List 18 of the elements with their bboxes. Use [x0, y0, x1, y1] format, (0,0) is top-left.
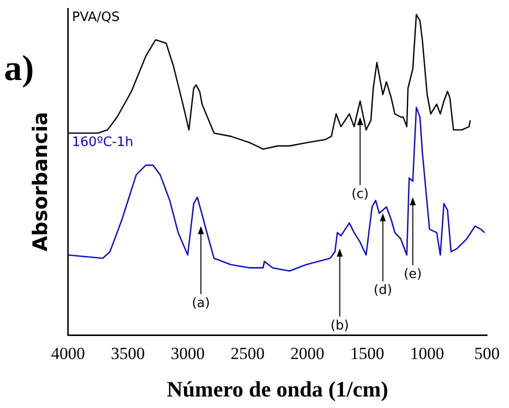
x-axis-title: Número de onda (1/cm) [166, 376, 388, 402]
x-tick-label: 500 [474, 344, 500, 363]
x-tick-label: 3000 [170, 344, 205, 363]
annotation: (b) [330, 318, 349, 334]
annotation: (c) [351, 186, 369, 202]
x-tick-label: 3500 [110, 344, 145, 363]
x-tick-label: 4000 [51, 344, 85, 363]
text: a) [4, 48, 34, 88]
text: PVA/QS [72, 10, 120, 25]
annotation: (e) [404, 267, 422, 282]
annotation: (d) [374, 283, 392, 298]
y-axis-title: Absorbancia [28, 112, 52, 252]
series-label: 160ºC-1h [72, 135, 134, 150]
x-tick-label: 2500 [230, 344, 265, 363]
annotation: (a) [192, 296, 210, 312]
x-tick-label: 1500 [350, 344, 384, 363]
x-tick-label: 1000 [410, 344, 444, 363]
x-tick-label: 2000 [290, 344, 324, 363]
